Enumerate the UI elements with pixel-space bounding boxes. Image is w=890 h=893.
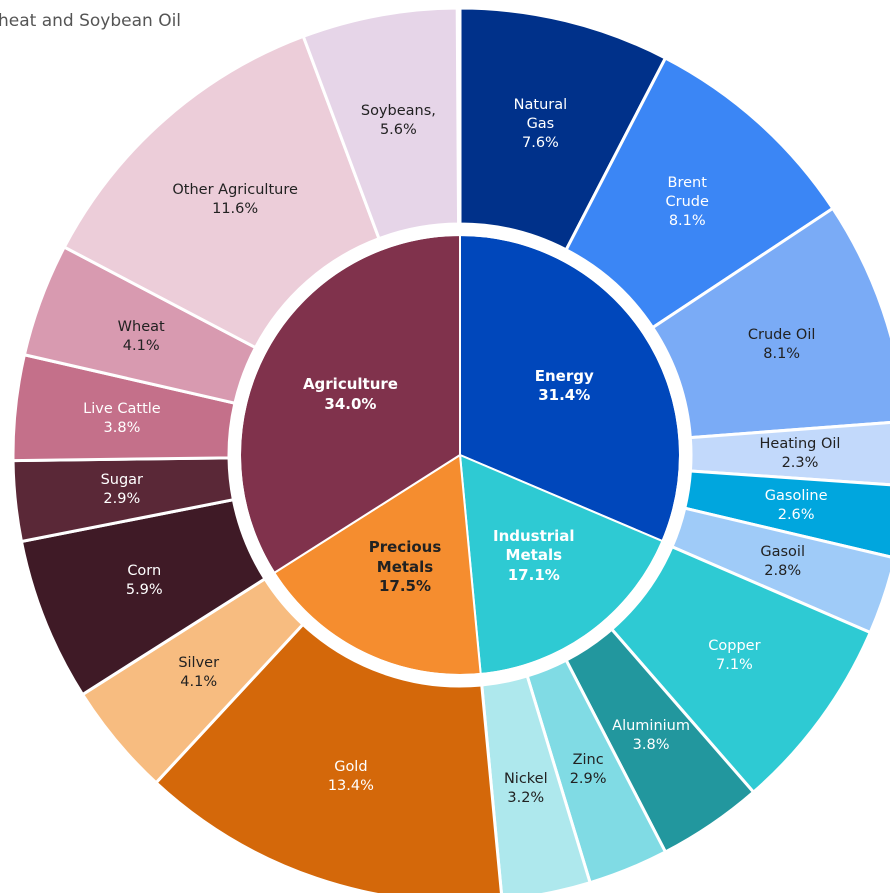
label-box: Aluminium 3.8%	[566, 696, 736, 776]
label-value: 7.1%	[716, 656, 753, 673]
label-name: Brent Crude	[665, 174, 709, 210]
label-box: Natural Gas 7.6%	[500, 85, 580, 165]
label-value: 13.4%	[327, 778, 374, 794]
label-box: Gold 13.4%	[266, 737, 436, 817]
wedge-label: Wheat 4.1%	[56, 297, 226, 377]
label-name: Gold	[334, 759, 368, 776]
outer-wedge	[650, 206, 890, 440]
ring-gap	[230, 225, 690, 685]
wedge-label: Gasoline 2.6%	[711, 466, 881, 546]
label-box: Brent Crude 8.1%	[647, 162, 727, 242]
label-box: Corn 5.9%	[59, 541, 229, 621]
label-box: Wheat 4.1%	[56, 297, 226, 377]
label-value: 4.1%	[122, 337, 160, 354]
label-value: 5.9%	[125, 582, 163, 599]
outer-wedge	[301, 6, 461, 241]
label-value: 4.1%	[180, 673, 218, 690]
label-value: 5.6%	[379, 121, 417, 138]
label-name: Zinc	[572, 752, 604, 769]
label-value: 3.8%	[632, 737, 670, 754]
label-box: Nickel 3.2%	[441, 749, 611, 829]
wedge-label: Corn 5.9%	[59, 541, 229, 621]
label-name: Agriculture	[302, 375, 398, 394]
label-value: 17.1%	[507, 565, 560, 584]
label-value: 3.2%	[507, 789, 545, 806]
label-box: Zinc 2.9%	[503, 730, 673, 810]
label-value: 7.6%	[521, 135, 559, 152]
label-box: Silver 4.1%	[114, 633, 284, 713]
label-value: 2.9%	[103, 491, 141, 508]
wedge-label: Sugar 2.9%	[37, 450, 207, 530]
wedge-label: Aluminium 3.8%	[566, 696, 736, 776]
label-box: Energy 31.4%	[509, 346, 619, 426]
label-box: Other Agriculture 11.6%	[150, 160, 320, 240]
label-value: 2.8%	[764, 563, 802, 580]
label-box: Precious Metals 17.5%	[345, 527, 465, 607]
label-name: Crude Oil	[747, 327, 816, 344]
label-name: Gasoline	[764, 488, 828, 505]
label-name: Other Agriculture	[172, 182, 298, 199]
label-name: Soybeans,	[360, 102, 436, 119]
label-name: Sugar	[100, 472, 144, 489]
wedge-label: Live Cattle 3.8%	[37, 379, 207, 459]
label-value: 2.9%	[569, 770, 607, 787]
label-value: 17.5%	[378, 577, 432, 595]
label-name: Live Cattle	[83, 400, 161, 417]
label-box: Industrial Metals 17.1%	[479, 516, 589, 596]
label-value: 34.0%	[324, 394, 377, 413]
label-value: 8.1%	[668, 212, 706, 229]
label-value: 2.3%	[781, 454, 819, 471]
label-box: Soybeans, 5.6%	[313, 81, 483, 161]
label-box: Gasoline 2.6%	[711, 466, 881, 546]
label-name: Gasoil	[760, 544, 805, 561]
label-box: Agriculture 34.0%	[295, 355, 405, 435]
label-name: Energy	[534, 366, 594, 385]
label-box: Copper 7.1%	[649, 616, 819, 696]
label-box: Sugar 2.9%	[37, 450, 207, 530]
label-box: Gasoil 2.8%	[698, 522, 868, 602]
label-name: Natural Gas	[513, 97, 568, 133]
outer-wedge	[480, 674, 592, 893]
wedge-label: Gasoil 2.8%	[698, 522, 868, 602]
label-value: 11.6%	[212, 200, 259, 217]
label-name: Precious Metals	[368, 538, 442, 576]
wedge-label: Soybeans, 5.6%	[313, 81, 483, 161]
wedge-label: Gold 13.4%	[266, 737, 436, 817]
wedge-label: Natural Gas 7.6%	[500, 85, 580, 165]
label-name: Corn	[127, 563, 162, 580]
label-value: 2.6%	[777, 507, 815, 524]
chart-title: heat and Soybean Oil	[0, 11, 181, 31]
wedge-label: Nickel 3.2%	[441, 749, 611, 829]
wedge-label: Brent Crude 8.1%	[647, 162, 727, 242]
label-box: Live Cattle 3.8%	[37, 379, 207, 459]
label-box: Crude Oil 8.1%	[742, 305, 822, 385]
label-name: Wheat	[117, 318, 165, 335]
label-name: Nickel	[503, 770, 548, 787]
label-name: Copper	[708, 637, 761, 654]
wedge-label: Copper 7.1%	[649, 616, 819, 696]
label-value: 31.4%	[538, 386, 591, 405]
label-name: Heating Oil	[759, 436, 841, 453]
label-name: Silver	[178, 654, 220, 671]
label-name: Aluminium	[612, 718, 690, 735]
wedge-label: Silver 4.1%	[114, 633, 284, 713]
label-value: 8.1%	[763, 345, 801, 362]
label-box: Heating Oil 2.3%	[715, 414, 885, 494]
label-name: Industrial Metals	[492, 526, 575, 565]
outer-wedge	[62, 34, 381, 350]
label-value: 3.8%	[103, 419, 141, 436]
